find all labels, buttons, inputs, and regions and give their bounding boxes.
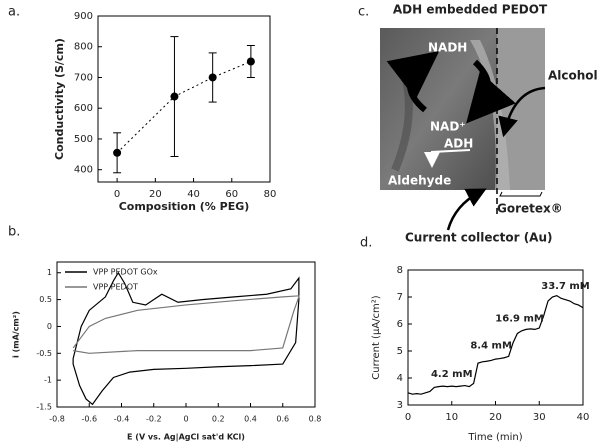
y-tick-label: 400 [74,165,93,176]
series-line [72,295,300,354]
x-tick-label: 0.4 [244,415,257,424]
bracket [499,191,543,197]
y-tick-label: 500 [74,134,93,145]
x-tick-label: -0.2 [146,415,162,424]
x-tick-label: 30 [533,412,546,423]
point [208,73,217,82]
y-axis-label: i (mA/cm²) [12,311,21,358]
y-tick-label: -1 [44,376,52,385]
x-tick-label: 10 [445,412,458,423]
x-tick-label: 40 [577,412,590,423]
y-tick-label: 0.5 [39,295,52,304]
trend-line [116,61,252,154]
annotation: 8.4 mM [470,341,512,352]
point [113,148,122,157]
annotation: 33.7 mM [541,281,590,292]
y-tick-label: 1 [47,268,52,277]
y-tick-label: 800 [74,42,93,53]
panel-label: c. [358,5,369,20]
y-tick-label: 600 [74,103,93,114]
y-tick-label: 4 [397,373,403,384]
y-tick-label: 0 [47,322,52,331]
texture [470,40,510,190]
series-line [407,294,584,395]
x-tick-label: 40 [187,189,200,200]
panel-label: a. [8,5,20,20]
diagram-label: ADH [444,137,473,151]
x-tick-label: 0.2 [212,415,225,424]
panel-label: b. [8,225,20,240]
plot-frame [97,15,271,183]
diagram-label: Alcohol [548,69,598,83]
diagram-title: ADH embedded PEDOT [393,3,548,17]
arrow [446,188,487,231]
arrow [424,149,471,168]
x-axis-label: Composition (% PEG) [119,200,250,213]
y-tick-label: 700 [74,72,93,83]
diagram-label: NAD⁺ [430,120,466,134]
x-tick-label: 0 [114,189,120,200]
x-tick-label: 0.8 [309,415,322,424]
arrow [498,86,546,138]
diagram-label: Aldehyde [388,174,451,188]
panel-label: d. [360,236,372,251]
x-tick-label: 20 [489,412,502,423]
legend-label: VPP PEDOT GOx [93,268,158,277]
y-tick-label: -0.5 [36,349,52,358]
x-tick-label: -0.4 [114,415,130,424]
series-line [72,271,300,406]
diagram-label: Current collector (Au) [405,231,553,245]
y-axis-label: Current (μA/cm²) [371,295,382,379]
x-tick-label: -0.8 [49,415,65,424]
diagram: ADH embedded PEDOT NADH NAD⁺ ADH Aldehyd… [380,3,598,245]
arrow [466,59,516,124]
y-tick-label: 5 [397,346,403,357]
y-tick-label: 3 [397,400,403,411]
x-tick-label: 80 [264,189,277,200]
x-tick-label: 60 [225,189,238,200]
y-tick-label: -1.5 [36,403,52,412]
y-tick-label: 900 [74,11,93,22]
y-tick-label: 6 [397,319,403,330]
x-tick-label: 0 [183,415,188,424]
legend-label: VPP PEDOT [93,283,138,292]
point [246,57,255,66]
x-tick-label: -0.6 [81,415,97,424]
x-axis-label: Time (min) [467,432,522,443]
x-axis-label: E (V vs. Ag|AgCl sat'd KCl) [127,433,245,442]
x-tick-label: 20 [149,189,162,200]
x-tick-label: 0 [405,412,411,423]
diagram-label: NADH [428,41,467,55]
point [170,92,179,101]
x-tick-label: 0.6 [276,415,289,424]
annotation: 16.9 mM [495,314,544,325]
annotation: 4.2 mM [431,369,473,380]
y-tick-label: 7 [397,292,403,303]
arrow [386,51,440,113]
y-axis-label: Conductivity (S/cm) [53,38,66,160]
y-tick-label: 8 [397,265,403,276]
diagram-label: Goretex® [497,202,563,216]
